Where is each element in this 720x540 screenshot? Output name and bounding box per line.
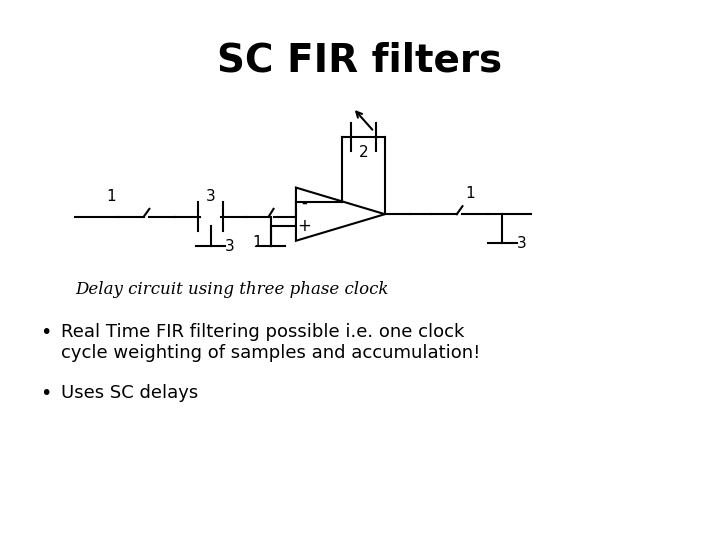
Text: Real Time FIR filtering possible i.e. one clock
cycle weighting of samples and a: Real Time FIR filtering possible i.e. on… [61, 323, 480, 362]
Text: 2: 2 [359, 145, 369, 160]
Text: 1: 1 [466, 186, 475, 201]
Text: SC FIR filters: SC FIR filters [217, 42, 503, 79]
Text: +: + [297, 217, 312, 235]
Text: 3: 3 [206, 188, 215, 204]
Text: 3: 3 [225, 239, 235, 254]
Text: 3: 3 [516, 236, 526, 251]
Text: Uses SC delays: Uses SC delays [61, 384, 198, 402]
Text: -: - [302, 193, 307, 212]
Text: Delay circuit using three phase clock: Delay circuit using three phase clock [76, 281, 389, 298]
Text: •: • [40, 384, 51, 403]
Text: •: • [40, 323, 51, 342]
Text: 1: 1 [106, 188, 116, 204]
Text: 1: 1 [252, 235, 261, 251]
